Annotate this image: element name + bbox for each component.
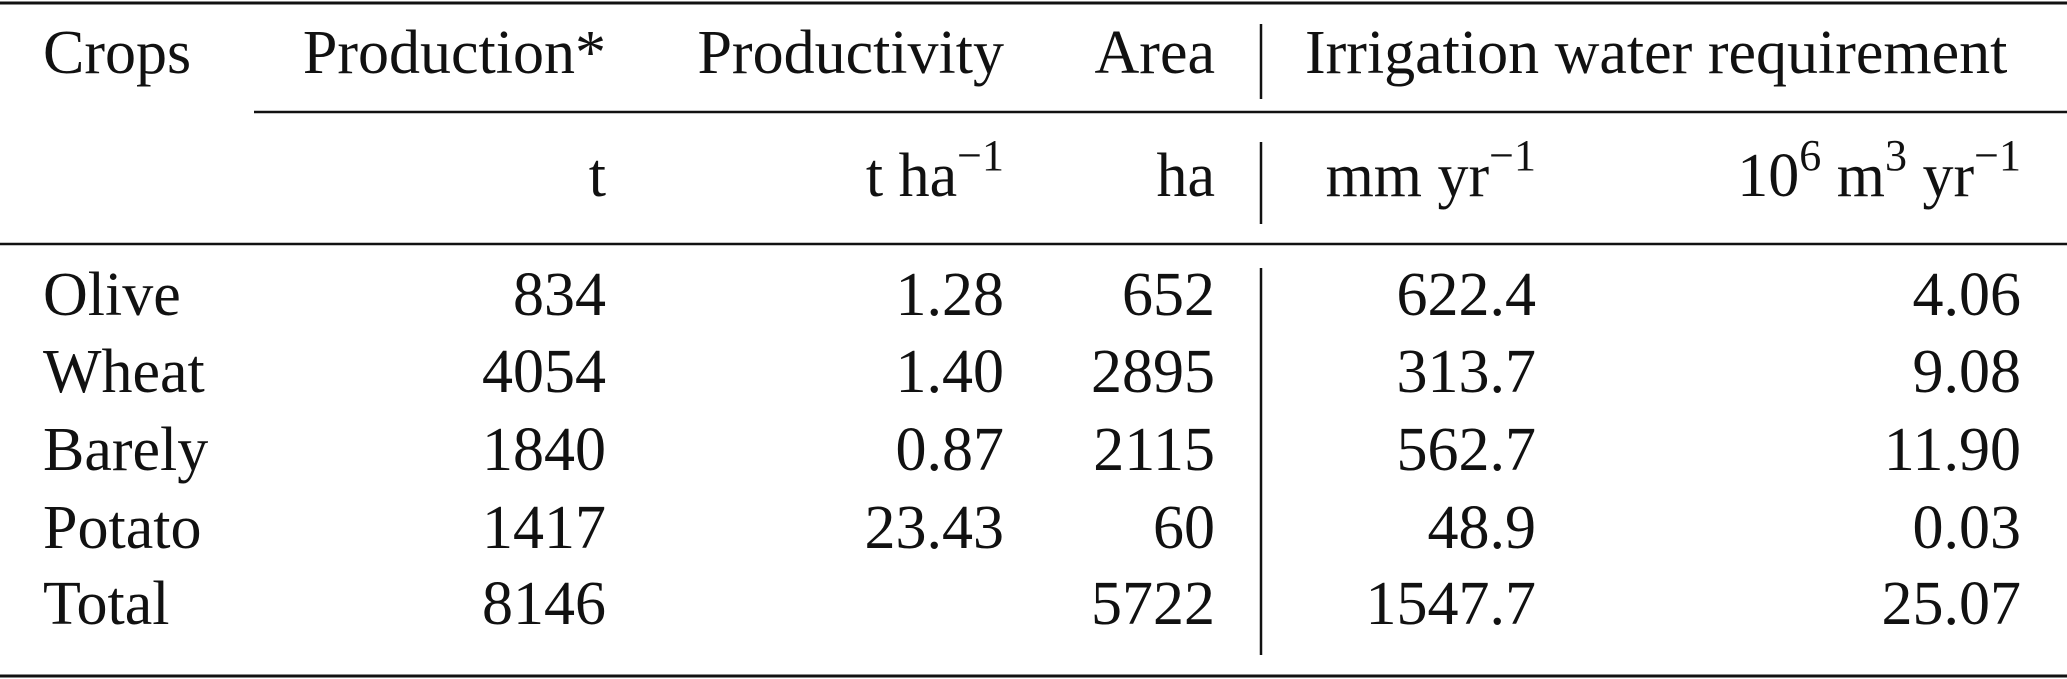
unit-cell: t ha−1 bbox=[866, 131, 1004, 210]
unit-text: m bbox=[1821, 142, 1885, 210]
data-cell: 0.03 bbox=[1913, 494, 2022, 562]
data-cell: 622.4 bbox=[1397, 261, 1537, 329]
header-cell: Irrigation water requirement bbox=[1305, 19, 2007, 87]
unit-text: mm yr bbox=[1326, 142, 1490, 210]
data-cell: 48.9 bbox=[1428, 494, 1537, 562]
data-cell: 834 bbox=[513, 261, 606, 329]
unit-cell: mm yr−1 bbox=[1326, 131, 1536, 210]
superscript: −1 bbox=[1974, 131, 2021, 180]
data-cell: 5722 bbox=[1091, 570, 1215, 638]
data-cell: 1.28 bbox=[896, 261, 1005, 329]
data-cell: 4054 bbox=[482, 338, 606, 406]
data-cell: 652 bbox=[1122, 261, 1215, 329]
data-cell: 25.07 bbox=[1882, 570, 2022, 638]
data-cell: 0.87 bbox=[896, 416, 1005, 484]
row-label: Olive bbox=[43, 261, 181, 329]
unit-text: 10 bbox=[1737, 142, 1799, 210]
unit-text: yr bbox=[1907, 142, 1975, 210]
row-label: Barely bbox=[43, 416, 208, 484]
unit-cell: ha bbox=[1156, 142, 1215, 210]
row-label: Total bbox=[43, 570, 170, 638]
header-cell: Area bbox=[1095, 19, 1215, 87]
data-cell: 8146 bbox=[482, 570, 606, 638]
data-cell: 11.90 bbox=[1884, 416, 2021, 484]
superscript: −1 bbox=[957, 131, 1004, 180]
superscript: −1 bbox=[1489, 131, 1536, 180]
data-cell: 2115 bbox=[1093, 416, 1215, 484]
data-cell: 562.7 bbox=[1397, 416, 1537, 484]
row-label: Potato bbox=[43, 494, 201, 562]
data-cell: 1547.7 bbox=[1366, 570, 1537, 638]
unit-cell: 106 m3 yr−1 bbox=[1737, 131, 2021, 210]
data-cell: 313.7 bbox=[1397, 338, 1537, 406]
unit-text: ha bbox=[1156, 142, 1215, 210]
header-cell: Productivity bbox=[697, 19, 1004, 87]
data-cell: 1.40 bbox=[896, 338, 1005, 406]
data-cell: 2895 bbox=[1091, 338, 1215, 406]
superscript: 6 bbox=[1799, 131, 1821, 180]
data-cell: 60 bbox=[1153, 494, 1215, 562]
unit-cell: t bbox=[589, 142, 606, 210]
header-cell: Production* bbox=[303, 19, 606, 87]
data-cell: 9.08 bbox=[1913, 338, 2022, 406]
data-cell: 1417 bbox=[482, 494, 606, 562]
unit-text: t ha bbox=[866, 142, 957, 210]
header-cell: Crops bbox=[43, 19, 191, 87]
data-cell: 23.43 bbox=[865, 494, 1005, 562]
row-label: Wheat bbox=[43, 338, 205, 406]
superscript: 3 bbox=[1885, 131, 1907, 180]
data-cell: 1840 bbox=[482, 416, 606, 484]
data-cell: 4.06 bbox=[1913, 261, 2022, 329]
unit-text: t bbox=[589, 142, 606, 210]
